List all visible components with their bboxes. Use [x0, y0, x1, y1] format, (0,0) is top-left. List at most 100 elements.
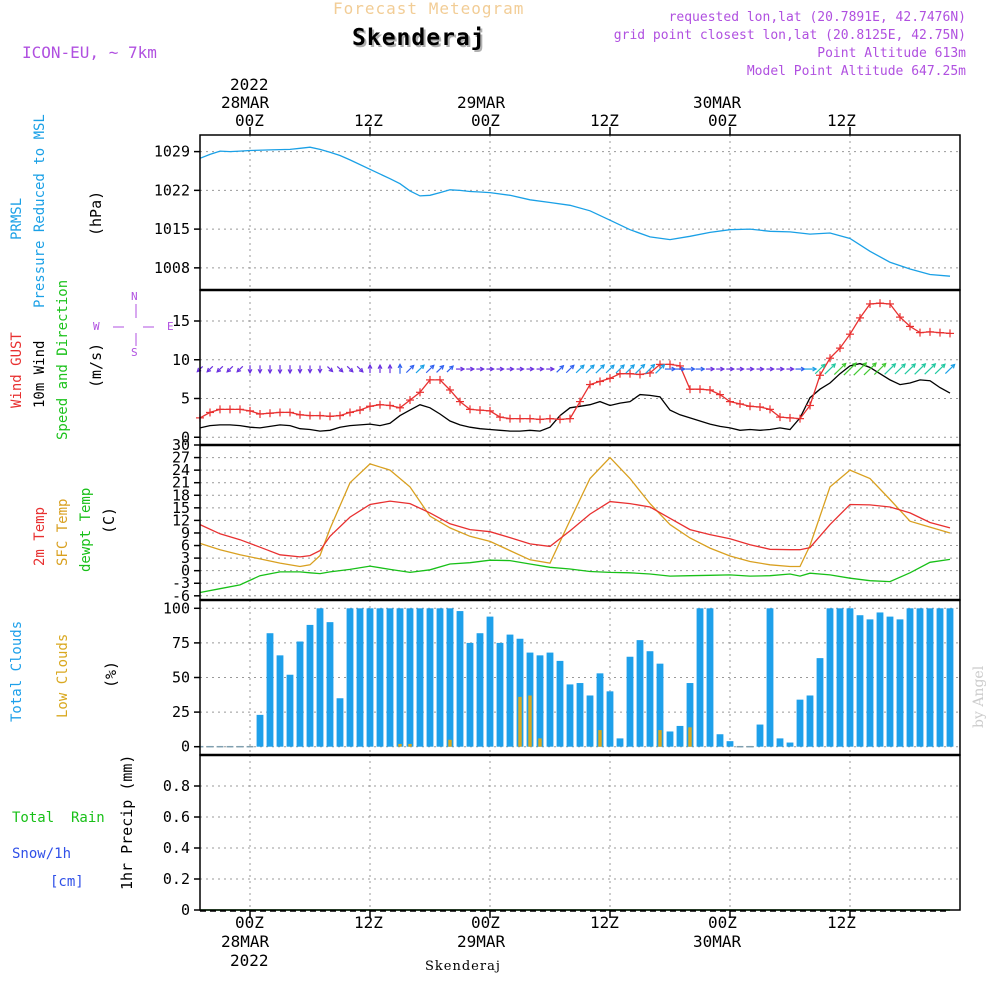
y-tick-label: 27 [172, 449, 190, 467]
total-cloud-bar [776, 738, 784, 747]
total-cloud-bar [676, 725, 684, 747]
y-tick-label: 1022 [154, 181, 190, 199]
wind-arrow-head [660, 363, 666, 369]
wind-arrow [605, 364, 615, 374]
wind-arrow [336, 365, 344, 373]
total-cloud-bar [646, 651, 654, 747]
wind-arrow [446, 365, 454, 373]
total-cloud-bar [536, 655, 544, 747]
total-cloud-bar [696, 608, 704, 747]
total-cloud-bar [316, 608, 324, 747]
low-cloud-bar [598, 730, 602, 747]
total-cloud-bar [636, 640, 644, 747]
wind-arrow [873, 363, 887, 376]
top-tick-12z-3: 12Z [827, 111, 856, 130]
wind-arrow-head [469, 366, 476, 372]
total-cloud-bar [386, 608, 394, 747]
total-cloud-bar [466, 642, 474, 747]
wind-arrow-head [720, 366, 726, 372]
model-label: ICON-EU, ~ 7km [22, 43, 157, 62]
total-cloud-bar [706, 608, 714, 747]
wind-arrow [595, 364, 605, 374]
wind-arrow-head [640, 363, 646, 369]
total-cloud-bar [786, 742, 794, 747]
wind-speed-line [199, 362, 951, 432]
top-tick-12z-1: 12Z [354, 111, 383, 130]
wind-arrow-head [579, 364, 585, 370]
y-tick-label: 18 [172, 486, 190, 504]
total-cloud-bar [406, 608, 414, 747]
wind-arrow [236, 365, 244, 373]
wind-arrow-head [881, 362, 887, 368]
bottom-date-28mar: 28MAR [221, 932, 270, 951]
total-cloud-bar [946, 608, 954, 747]
y-tick-label: 30 [172, 436, 190, 454]
wind-arrow-head [620, 364, 625, 370]
y-tick-label: 0 [181, 738, 190, 756]
wind-arrow-head [348, 367, 354, 373]
wind-arrow [206, 365, 214, 373]
y-tick-label: 1015 [154, 220, 190, 238]
wind-arrow [436, 365, 444, 373]
total-cloud-bar [416, 608, 424, 747]
total-cloud-bar [876, 612, 884, 747]
y-tick-label: 5 [181, 390, 190, 408]
wind-arrow-head [779, 366, 785, 372]
total-cloud-bar [276, 655, 284, 747]
total-cloud-bar [716, 734, 724, 747]
compass-w-label: W [93, 320, 100, 333]
wind-arrow-head [216, 367, 222, 373]
total-cloud-bar [666, 731, 674, 747]
wind-arrow [356, 365, 364, 373]
wind-arrow-head [358, 367, 364, 373]
wind-arrow-head [789, 366, 795, 372]
wind-arrow-head [519, 366, 525, 372]
y-tick-label: -6 [172, 587, 190, 605]
y-tick-label: 50 [172, 669, 190, 687]
total-cloud-bar [766, 608, 774, 747]
total-cloud-bar [286, 674, 294, 747]
y-tick-label: 0.2 [163, 870, 190, 888]
wind-arrow-head [769, 366, 775, 372]
wind-arrow-head [940, 363, 946, 369]
total-cloud-bar [336, 698, 344, 747]
total-cloud-bar [376, 608, 384, 747]
wind-arrow-head [277, 369, 283, 375]
low-cloud-bar [398, 743, 402, 747]
wind-arrow [863, 362, 877, 376]
wind-arrow-head [206, 367, 212, 373]
total-rain-label: Total Rain [12, 810, 105, 826]
wind-arrow [575, 364, 585, 374]
y-tick-label: 1008 [154, 259, 190, 277]
total-cloud-bar [266, 633, 274, 747]
compass-icon [113, 304, 154, 346]
wind-arrow [944, 364, 956, 374]
panel-frame-wind [199, 289, 961, 446]
wind-arrow [914, 363, 926, 375]
y-tick-label: 24 [172, 461, 190, 479]
snow-label: Snow/1h [12, 846, 72, 862]
y-tick-label: 15 [172, 499, 190, 517]
wind-arrow-head [862, 362, 868, 367]
wind-arrow-head [921, 362, 927, 368]
wind-arrow-head [872, 362, 877, 368]
wind-arrow-head [569, 364, 575, 370]
total-cloud-bar [346, 608, 354, 747]
wind-arrow-head [307, 368, 313, 374]
wind-arrow [853, 362, 867, 376]
bottom-tick-12z-2: 12Z [590, 913, 619, 932]
wind-arrow-head [559, 364, 565, 370]
y-tick-label: 10 [172, 351, 190, 369]
wind-arrow [894, 363, 906, 375]
total-cloud-bar [576, 683, 584, 747]
total-cloud-bar [656, 663, 664, 747]
wind-arrow [884, 363, 896, 375]
wind-arrow [425, 364, 435, 374]
wind-arrow-head [338, 367, 344, 373]
total-cloud-bar [326, 622, 334, 747]
y-tick-label: 25 [172, 703, 190, 721]
total-cloud-bar [936, 608, 944, 747]
wind-arrow-head [630, 364, 636, 370]
wind-arrow-head [609, 364, 615, 370]
